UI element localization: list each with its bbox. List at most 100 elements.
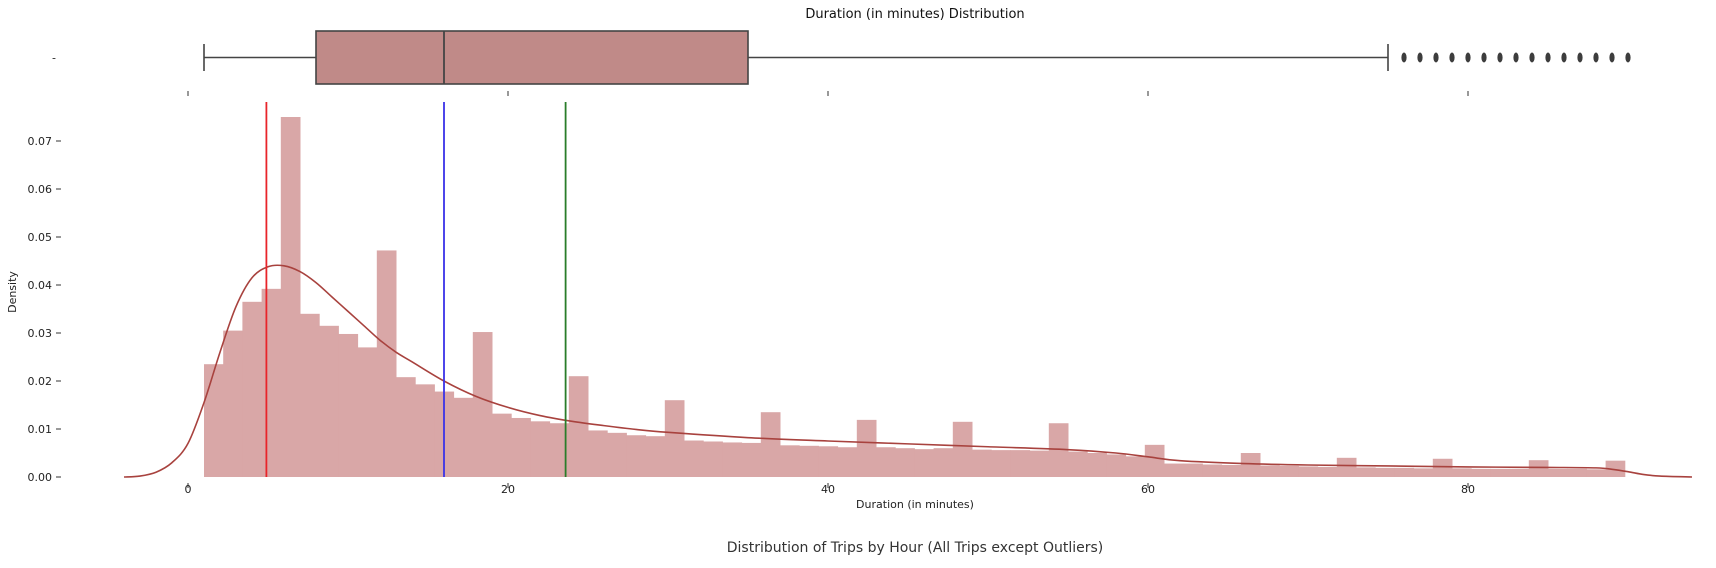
histogram-bar (1125, 456, 1146, 477)
histogram-bar (300, 313, 320, 477)
x-axis-label: Duration (in minutes) (856, 498, 974, 511)
histogram-bar (1605, 460, 1626, 477)
boxplot-outlier (1433, 52, 1439, 63)
boxplot-outlier (1497, 52, 1503, 63)
x-tick-label: 0 (185, 483, 192, 496)
histogram-bar (511, 417, 531, 477)
boxplot-outlier (1545, 52, 1551, 63)
boxplot-title: Duration (in minutes) Distribution (805, 7, 1024, 22)
histogram-bar (780, 445, 800, 477)
histogram-bar (1240, 453, 1261, 477)
histogram-bar (722, 442, 743, 477)
boxplot-outlier (1465, 52, 1471, 63)
histogram-bar (261, 288, 282, 477)
histogram-bar (453, 397, 474, 477)
histogram-bar (1087, 453, 1107, 477)
histogram-bar (664, 400, 685, 477)
histogram-bar (1375, 467, 1395, 477)
histogram-bar (415, 384, 435, 477)
y-tick-label: 0.04 (28, 279, 53, 292)
histogram-bar (1164, 463, 1184, 477)
histogram-bar (204, 364, 224, 477)
histogram-bar (376, 250, 397, 477)
histogram-bar (396, 377, 416, 477)
boxplot-outlier (1577, 52, 1583, 63)
y-tick-label: 0.01 (28, 423, 53, 436)
histogram-bar (223, 330, 243, 477)
boxplot-outlier (1481, 52, 1487, 63)
histogram-bar (837, 447, 858, 477)
boxplot-outlier (1529, 52, 1535, 63)
histogram-bar (1413, 468, 1434, 477)
histogram-bar (1336, 457, 1357, 477)
histogram-bar (1567, 468, 1587, 477)
boxplot-panel: - (52, 30, 1631, 96)
histogram-bar (856, 419, 877, 477)
histogram-bar (1528, 460, 1549, 477)
histogram-bar (338, 333, 359, 477)
histogram-bar (530, 421, 551, 477)
histogram-bar (1279, 465, 1299, 477)
histogram-bar (952, 421, 973, 477)
y-tick-label: 0.00 (28, 471, 53, 484)
histogram-bar (1068, 451, 1088, 477)
boxplot-outlier (1513, 52, 1519, 63)
histogram-bar (549, 423, 570, 477)
x-tick-label: 20 (501, 483, 515, 496)
histogram-bar (492, 413, 512, 477)
histogram-bar (1471, 468, 1491, 477)
histogram-bar (1106, 454, 1127, 477)
boxplot-outlier (1625, 52, 1631, 63)
boxplot-ytick-label: - (52, 52, 56, 65)
y-tick-label: 0.07 (28, 135, 53, 148)
histogram-bar (799, 445, 819, 477)
histogram-bar (1029, 450, 1050, 477)
histogram-bar (1221, 465, 1242, 477)
boxplot-outlier (1417, 52, 1423, 63)
histogram-bar (895, 448, 915, 477)
histogram-bar (933, 448, 954, 477)
histogram-bar (607, 432, 627, 477)
histogram-bar (991, 450, 1011, 477)
histogram-bar (1548, 468, 1568, 477)
histogram-bar (626, 435, 647, 477)
histogram-bar (645, 436, 666, 477)
histogram-bar (1202, 464, 1223, 477)
histogram-bar (472, 332, 493, 477)
x-tick-label: 60 (1141, 483, 1155, 496)
histogram-bar (876, 447, 896, 477)
histogram-bar (684, 440, 704, 477)
histogram-bar (588, 430, 608, 477)
y-tick-label: 0.02 (28, 375, 53, 388)
histogram-bar (568, 376, 589, 477)
y-tick-label: 0.06 (28, 183, 53, 196)
histogram-bar (703, 441, 723, 477)
histogram-bar (818, 446, 839, 477)
histogram-bar (1432, 458, 1453, 477)
boxplot-outlier (1401, 52, 1407, 63)
histogram-bar (914, 449, 935, 477)
boxplot-outlier (1449, 52, 1455, 63)
histogram-bar (357, 347, 378, 477)
y-axis-label: Density (6, 271, 19, 313)
histogram-bar (1317, 466, 1338, 477)
histogram-bar (1509, 468, 1530, 477)
histogram-bar (1260, 465, 1280, 477)
histogram-bar (1048, 423, 1069, 477)
histogram-bar (242, 301, 263, 477)
boxplot-outlier (1561, 52, 1567, 63)
boxplot-outlier (1609, 52, 1615, 63)
histogram-bar (1144, 444, 1165, 477)
histogram-bar (741, 442, 762, 477)
histogram-bar (1298, 466, 1319, 477)
y-tick-label: 0.05 (28, 231, 53, 244)
histogram-bar (760, 412, 781, 477)
histogram-bar (1586, 469, 1607, 477)
boxplot-outlier (1593, 52, 1599, 63)
kde-curve (123, 264, 1693, 478)
boxplot-box (315, 30, 749, 85)
y-tick-label: 0.03 (28, 327, 53, 340)
histogram-bar (1490, 468, 1511, 477)
histogram-bar (1452, 468, 1472, 477)
